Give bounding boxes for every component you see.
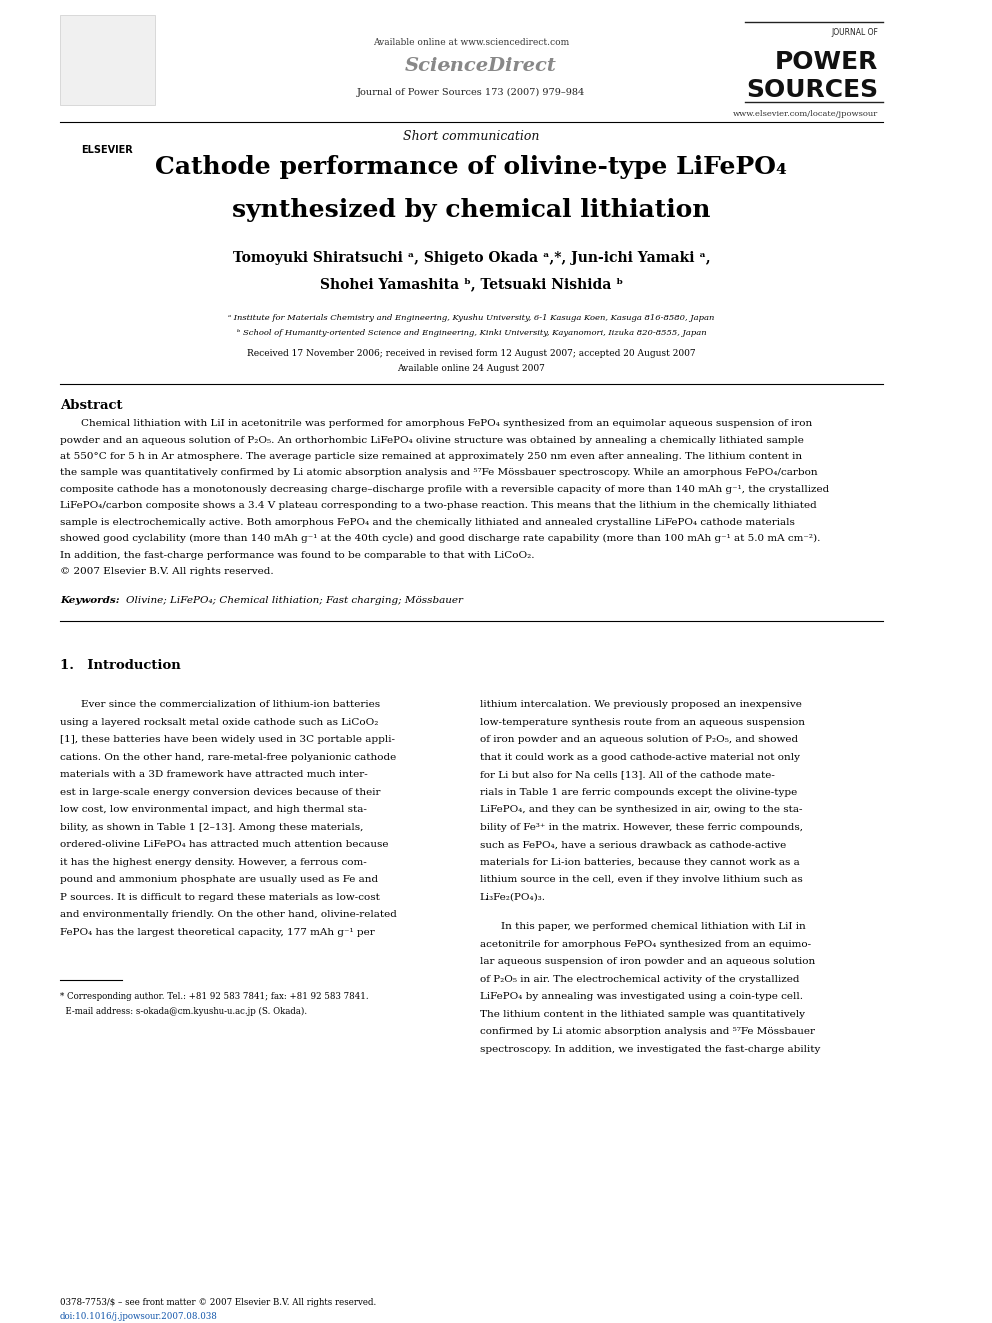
Text: and environmentally friendly. On the other hand, olivine-related: and environmentally friendly. On the oth…: [60, 910, 397, 919]
Text: bility, as shown in Table 1 [2–13]. Among these materials,: bility, as shown in Table 1 [2–13]. Amon…: [60, 823, 363, 832]
Text: low cost, low environmental impact, and high thermal sta-: low cost, low environmental impact, and …: [60, 806, 367, 814]
Text: Short communication: Short communication: [403, 130, 540, 143]
Text: lar aqueous suspension of iron powder and an aqueous solution: lar aqueous suspension of iron powder an…: [480, 958, 815, 966]
Text: Journal of Power Sources 173 (2007) 979–984: Journal of Power Sources 173 (2007) 979–…: [357, 87, 585, 97]
Text: lithium intercalation. We previously proposed an inexpensive: lithium intercalation. We previously pro…: [480, 700, 802, 709]
Text: Shohei Yamashita ᵇ, Tetsuaki Nishida ᵇ: Shohei Yamashita ᵇ, Tetsuaki Nishida ᵇ: [319, 278, 623, 291]
Text: FePO₄ has the largest theoretical capacity, 177 mAh g⁻¹ per: FePO₄ has the largest theoretical capaci…: [60, 927, 375, 937]
Text: confirmed by Li atomic absorption analysis and ⁵⁷Fe Mössbauer: confirmed by Li atomic absorption analys…: [480, 1027, 814, 1036]
Text: materials for Li-ion batteries, because they cannot work as a: materials for Li-ion batteries, because …: [480, 857, 800, 867]
Text: In this paper, we performed chemical lithiation with LiI in: In this paper, we performed chemical lit…: [501, 922, 806, 931]
Text: 1. Introduction: 1. Introduction: [60, 659, 181, 672]
Text: Abstract: Abstract: [60, 400, 122, 413]
Text: of iron powder and an aqueous solution of P₂O₅, and showed: of iron powder and an aqueous solution o…: [480, 736, 798, 745]
Text: acetonitrile for amorphous FePO₄ synthesized from an equimo-: acetonitrile for amorphous FePO₄ synthes…: [480, 939, 811, 949]
Text: ELSEVIER: ELSEVIER: [81, 144, 133, 155]
Text: SOURCES: SOURCES: [746, 78, 878, 102]
Text: composite cathode has a monotonously decreasing charge–discharge profile with a : composite cathode has a monotonously dec…: [60, 486, 829, 493]
Text: ᵇ School of Humanity-oriented Science and Engineering, Kinki University, Kayanom: ᵇ School of Humanity-oriented Science an…: [236, 329, 706, 337]
Text: P sources. It is difficult to regard these materials as low-cost: P sources. It is difficult to regard the…: [60, 893, 380, 901]
Text: it has the highest energy density. However, a ferrous com-: it has the highest energy density. Howev…: [60, 857, 367, 867]
Text: showed good cyclability (more than 140 mAh g⁻¹ at the 40th cycle) and good disch: showed good cyclability (more than 140 m…: [60, 534, 820, 544]
Text: powder and an aqueous solution of P₂O₅. An orthorhombic LiFePO₄ olivine structur: powder and an aqueous solution of P₂O₅. …: [60, 435, 804, 445]
Text: using a layered rocksalt metal oxide cathode such as LiCoO₂: using a layered rocksalt metal oxide cat…: [60, 718, 378, 726]
Text: Cathode performance of olivine-type LiFePO₄: Cathode performance of olivine-type LiFe…: [156, 155, 788, 179]
Text: LiFePO₄/carbon composite shows a 3.4 V plateau corresponding to a two-phase reac: LiFePO₄/carbon composite shows a 3.4 V p…: [60, 501, 816, 511]
Text: Chemical lithiation with LiI in acetonitrile was performed for amorphous FePO₄ s: Chemical lithiation with LiI in acetonit…: [80, 419, 812, 429]
Text: E-mail address: s-okada@cm.kyushu-u.ac.jp (S. Okada).: E-mail address: s-okada@cm.kyushu-u.ac.j…: [60, 1007, 307, 1016]
Text: * Corresponding author. Tel.: +81 92 583 7841; fax: +81 92 583 7841.: * Corresponding author. Tel.: +81 92 583…: [60, 992, 368, 1002]
Text: materials with a 3D framework have attracted much inter-: materials with a 3D framework have attra…: [60, 770, 368, 779]
Text: Available online at www.sciencedirect.com: Available online at www.sciencedirect.co…: [373, 38, 569, 46]
Text: at 550°C for 5 h in Ar atmosphere. The average particle size remained at approxi: at 550°C for 5 h in Ar atmosphere. The a…: [60, 452, 802, 460]
Text: Available online 24 August 2007: Available online 24 August 2007: [398, 364, 546, 373]
Text: the sample was quantitatively confirmed by Li atomic absorption analysis and ⁵⁷F: the sample was quantitatively confirmed …: [60, 468, 817, 478]
Text: ScienceDirect: ScienceDirect: [405, 57, 557, 75]
Text: rials in Table 1 are ferric compounds except the olivine-type: rials in Table 1 are ferric compounds ex…: [480, 787, 798, 796]
Text: sample is electrochemically active. Both amorphous FePO₄ and the chemically lith: sample is electrochemically active. Both…: [60, 517, 795, 527]
Text: low-temperature synthesis route from an aqueous suspension: low-temperature synthesis route from an …: [480, 718, 805, 726]
Text: synthesized by chemical lithiation: synthesized by chemical lithiation: [232, 197, 710, 221]
Text: Ever since the commercialization of lithium-ion batteries: Ever since the commercialization of lith…: [80, 700, 380, 709]
Text: Tomoyuki Shiratsuchi ᵃ, Shigeto Okada ᵃ,*, Jun-ichi Yamaki ᵃ,: Tomoyuki Shiratsuchi ᵃ, Shigeto Okada ᵃ,…: [232, 251, 710, 266]
Text: cations. On the other hand, rare-metal-free polyanionic cathode: cations. On the other hand, rare-metal-f…: [60, 753, 396, 762]
Text: Olivine; LiFePO₄; Chemical lithiation; Fast charging; Mössbauer: Olivine; LiFePO₄; Chemical lithiation; F…: [126, 595, 463, 605]
Text: that it could work as a good cathode-active material not only: that it could work as a good cathode-act…: [480, 753, 800, 762]
Text: 0378-7753/$ – see front matter © 2007 Elsevier B.V. All rights reserved.: 0378-7753/$ – see front matter © 2007 El…: [60, 1298, 376, 1307]
Text: ••••: ••••: [444, 62, 470, 71]
Text: Li₃Fe₂(PO₄)₃.: Li₃Fe₂(PO₄)₃.: [480, 893, 546, 901]
Text: www.elsevier.com/locate/jpowsour: www.elsevier.com/locate/jpowsour: [733, 110, 878, 118]
Text: [1], these batteries have been widely used in 3C portable appli-: [1], these batteries have been widely us…: [60, 736, 395, 745]
Text: of P₂O₅ in air. The electrochemical activity of the crystallized: of P₂O₅ in air. The electrochemical acti…: [480, 975, 800, 984]
Text: ᵃ Institute for Materials Chemistry and Engineering, Kyushu University, 6-1 Kasu: ᵃ Institute for Materials Chemistry and …: [228, 315, 714, 323]
Text: JOURNAL OF: JOURNAL OF: [831, 28, 878, 37]
Text: for Li but also for Na cells [13]. All of the cathode mate-: for Li but also for Na cells [13]. All o…: [480, 770, 775, 779]
Text: such as FePO₄, have a serious drawback as cathode-active: such as FePO₄, have a serious drawback a…: [480, 840, 787, 849]
Text: © 2007 Elsevier B.V. All rights reserved.: © 2007 Elsevier B.V. All rights reserved…: [60, 568, 274, 577]
Text: In addition, the fast-charge performance was found to be comparable to that with: In addition, the fast-charge performance…: [60, 550, 535, 560]
Text: The lithium content in the lithiated sample was quantitatively: The lithium content in the lithiated sam…: [480, 1009, 805, 1019]
Text: est in large-scale energy conversion devices because of their: est in large-scale energy conversion dev…: [60, 787, 380, 796]
Text: Received 17 November 2006; received in revised form 12 August 2007; accepted 20 : Received 17 November 2006; received in r…: [247, 349, 695, 359]
Text: Keywords:: Keywords:: [60, 595, 127, 605]
Text: lithium source in the cell, even if they involve lithium such as: lithium source in the cell, even if they…: [480, 875, 803, 884]
Text: doi:10.1016/j.jpowsour.2007.08.038: doi:10.1016/j.jpowsour.2007.08.038: [60, 1312, 218, 1322]
Bar: [60, 15, 155, 105]
Text: ordered-olivine LiFePO₄ has attracted much attention because: ordered-olivine LiFePO₄ has attracted mu…: [60, 840, 389, 849]
Text: POWER: POWER: [775, 50, 878, 74]
Text: pound and ammonium phosphate are usually used as Fe and: pound and ammonium phosphate are usually…: [60, 875, 378, 884]
Text: LiFePO₄, and they can be synthesized in air, owing to the sta-: LiFePO₄, and they can be synthesized in …: [480, 806, 803, 814]
Text: bility of Fe³⁺ in the matrix. However, these ferric compounds,: bility of Fe³⁺ in the matrix. However, t…: [480, 823, 803, 832]
Text: spectroscopy. In addition, we investigated the fast-charge ability: spectroscopy. In addition, we investigat…: [480, 1044, 820, 1053]
Text: LiFePO₄ by annealing was investigated using a coin-type cell.: LiFePO₄ by annealing was investigated us…: [480, 992, 803, 1002]
